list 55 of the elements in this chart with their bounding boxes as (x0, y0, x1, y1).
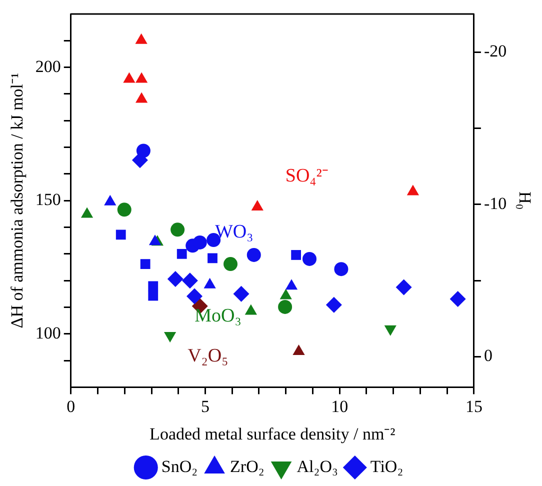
point (192, 235, 207, 250)
point (450, 290, 466, 307)
point (176, 248, 187, 259)
point (136, 144, 150, 158)
annotation: WO₃ (214, 221, 254, 242)
y-tick-label: 150 (35, 190, 61, 210)
legend-label: Al₂O₃ (296, 456, 338, 476)
point (140, 259, 150, 269)
point (334, 262, 348, 276)
legend-label: TiO₂ (370, 456, 404, 476)
point (164, 332, 176, 342)
point (326, 296, 342, 313)
legend-label: SnO₂ (161, 456, 198, 476)
y2-axis-title: H₀ (515, 191, 534, 210)
x-tick-label: 10 (331, 396, 348, 416)
point (148, 290, 158, 301)
y2-tick-label: -10 (484, 194, 507, 213)
point (251, 200, 264, 210)
x-tick-label: 0 (66, 396, 76, 416)
point (148, 234, 162, 246)
point (246, 248, 261, 262)
point (117, 202, 132, 217)
x-axis-title: Loaded metal surface density / nm⁻² (150, 424, 396, 444)
point (123, 72, 136, 83)
point (148, 281, 158, 292)
legend-label: ZrO₂ (230, 456, 264, 476)
point (104, 194, 116, 206)
point (80, 207, 94, 218)
point (396, 279, 412, 296)
y-tick-label: 200 (35, 56, 61, 76)
annotation: MoO₃ (194, 305, 242, 326)
point (116, 230, 126, 240)
point (224, 257, 238, 272)
point (208, 253, 218, 264)
point (182, 272, 198, 289)
point (278, 300, 292, 314)
point (406, 184, 420, 196)
point (384, 325, 396, 336)
point (170, 222, 185, 237)
x-tick-label: 15 (465, 396, 482, 416)
y-tick-label: 100 (35, 323, 61, 342)
point (186, 288, 202, 304)
point (291, 250, 302, 260)
point (136, 92, 148, 103)
point (233, 286, 250, 302)
y2-tick-label: 0 (484, 346, 492, 366)
point (136, 72, 148, 83)
point (302, 252, 316, 266)
point (167, 270, 184, 287)
point (135, 33, 148, 44)
x-tick-label: 5 (200, 396, 210, 416)
y2-tick-label: -20 (484, 42, 507, 61)
y-axis-title: ΔH of ammonia adsorption / kJ mol⁻¹ (8, 72, 27, 328)
annotation: V₂O₅ (188, 346, 228, 367)
annotation: SO₄²⁻ (285, 165, 328, 186)
